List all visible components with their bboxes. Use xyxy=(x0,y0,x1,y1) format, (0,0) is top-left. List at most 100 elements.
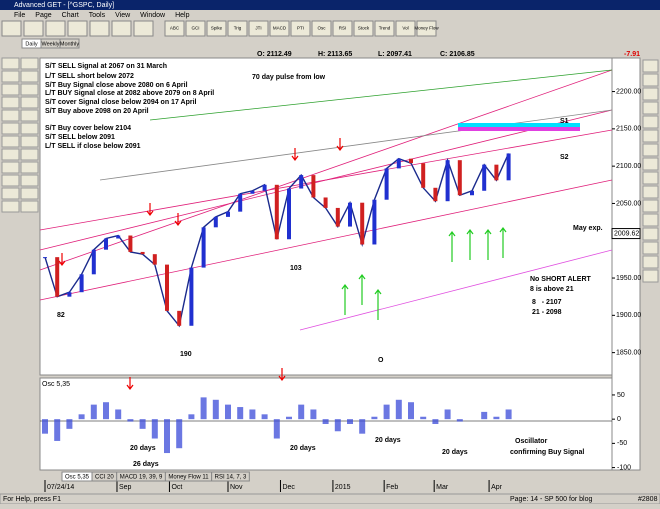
tool-button[interactable] xyxy=(642,241,659,255)
tool-button[interactable] xyxy=(1,148,20,161)
candle xyxy=(116,235,121,239)
menu-item[interactable]: View xyxy=(115,12,131,19)
price-axis xyxy=(611,57,641,471)
toolbar-button[interactable] xyxy=(290,20,311,37)
tool-button[interactable] xyxy=(642,143,659,157)
candle xyxy=(201,227,206,268)
tool-button[interactable] xyxy=(642,185,659,199)
tool-button[interactable] xyxy=(20,83,39,96)
menu-item[interactable]: Page xyxy=(35,12,51,19)
osc-bar xyxy=(115,409,122,420)
indicator-tab[interactable]: RSI 14, 7, 3 xyxy=(215,475,247,481)
tool-button[interactable] xyxy=(1,122,20,135)
toolbar-button[interactable] xyxy=(416,20,437,37)
toolbar-button[interactable] xyxy=(374,20,395,37)
indicator-tab[interactable]: Money Flow 11 xyxy=(168,475,209,481)
tool-button[interactable] xyxy=(642,171,659,185)
tool-button[interactable] xyxy=(1,109,20,122)
toolbar-button[interactable] xyxy=(353,20,374,37)
candle xyxy=(348,202,352,227)
menu-item[interactable]: Tools xyxy=(89,12,106,19)
tool-button[interactable] xyxy=(20,200,39,213)
tool-button[interactable] xyxy=(1,174,20,187)
tool-button[interactable] xyxy=(642,227,659,241)
tab[interactable] xyxy=(59,38,80,49)
annotation: 70 day pulse from low xyxy=(252,74,326,81)
tool-button[interactable] xyxy=(1,83,20,96)
tool-button[interactable] xyxy=(20,70,39,83)
toolbar-button[interactable] xyxy=(311,20,332,37)
annotation: May exp. xyxy=(573,225,603,232)
toolbar-button[interactable] xyxy=(133,20,154,37)
tool-button[interactable] xyxy=(642,59,659,73)
annotation: L/T SELL short below 2072 xyxy=(45,73,134,80)
toolbar-button[interactable] xyxy=(45,20,66,37)
candle xyxy=(238,193,243,212)
toolbar-button[interactable] xyxy=(1,20,22,37)
tool-button[interactable] xyxy=(1,96,20,109)
tool-button[interactable] xyxy=(20,96,39,109)
tool-button[interactable] xyxy=(642,157,659,171)
toolbar-button[interactable] xyxy=(164,20,185,37)
candle xyxy=(140,251,145,255)
tool-button[interactable] xyxy=(642,269,659,283)
toolbar-button[interactable] xyxy=(185,20,206,37)
annotation: 20 days xyxy=(442,449,468,456)
tool-button[interactable] xyxy=(1,200,20,213)
toolbar-button[interactable] xyxy=(89,20,110,37)
candle xyxy=(79,274,84,293)
osc-bar xyxy=(432,419,439,424)
tool-button[interactable] xyxy=(642,129,659,143)
tool-button[interactable] xyxy=(1,57,20,70)
toolbar-button[interactable] xyxy=(206,20,227,37)
tool-button[interactable] xyxy=(642,101,659,115)
toolbar-button[interactable] xyxy=(248,20,269,37)
tool-button[interactable] xyxy=(20,57,39,70)
indicator-tab-bg[interactable] xyxy=(211,471,250,482)
signal-arrow xyxy=(291,148,299,161)
tab-label: Daily xyxy=(25,41,37,47)
osc-bar xyxy=(78,414,85,420)
toolbar-button[interactable] xyxy=(23,20,44,37)
tool-button[interactable] xyxy=(1,161,20,174)
menu-item[interactable]: Window xyxy=(140,12,166,19)
toolbar-button[interactable] xyxy=(395,20,416,37)
tool-button[interactable] xyxy=(20,161,39,174)
tool-button[interactable] xyxy=(1,70,20,83)
indicator-tab[interactable]: CCI 20 xyxy=(95,475,114,481)
tool-button[interactable] xyxy=(642,199,659,213)
tool-button[interactable] xyxy=(1,187,20,200)
tool-button[interactable] xyxy=(642,87,659,101)
candle xyxy=(262,184,267,191)
indicator-tab[interactable]: Osc 5,35 xyxy=(65,475,90,481)
osc-bar xyxy=(249,409,256,420)
tool-button[interactable] xyxy=(20,109,39,122)
signal-arrow xyxy=(499,227,507,258)
tool-button[interactable] xyxy=(1,135,20,148)
toolbar-button[interactable] xyxy=(227,20,248,37)
tool-button[interactable] xyxy=(642,213,659,227)
tool-button[interactable] xyxy=(20,174,39,187)
y-tick-label: 2100.00 xyxy=(616,163,641,170)
menu-item[interactable]: Help xyxy=(175,12,190,19)
menu-item[interactable]: Chart xyxy=(62,12,79,19)
signal-arrow xyxy=(336,138,344,151)
signal-arrow xyxy=(126,377,134,390)
x-tick-label: Oct xyxy=(171,484,182,491)
toolbar-button[interactable] xyxy=(67,20,88,37)
tool-button[interactable] xyxy=(642,255,659,269)
tool-button[interactable] xyxy=(20,135,39,148)
tool-button[interactable] xyxy=(20,187,39,200)
toolbar-button[interactable] xyxy=(111,20,132,37)
menu-item[interactable]: File xyxy=(14,12,25,19)
tool-button[interactable] xyxy=(20,122,39,135)
tool-button[interactable] xyxy=(642,73,659,87)
toolbar-button[interactable] xyxy=(269,20,290,37)
tool-button[interactable] xyxy=(20,148,39,161)
osc-bar xyxy=(66,419,73,429)
tool-button[interactable] xyxy=(642,115,659,129)
indicator-tab[interactable]: MACD 19, 39, 9 xyxy=(120,475,163,481)
toolbar-button[interactable] xyxy=(332,20,353,37)
candle xyxy=(506,153,511,181)
candle xyxy=(482,164,487,191)
